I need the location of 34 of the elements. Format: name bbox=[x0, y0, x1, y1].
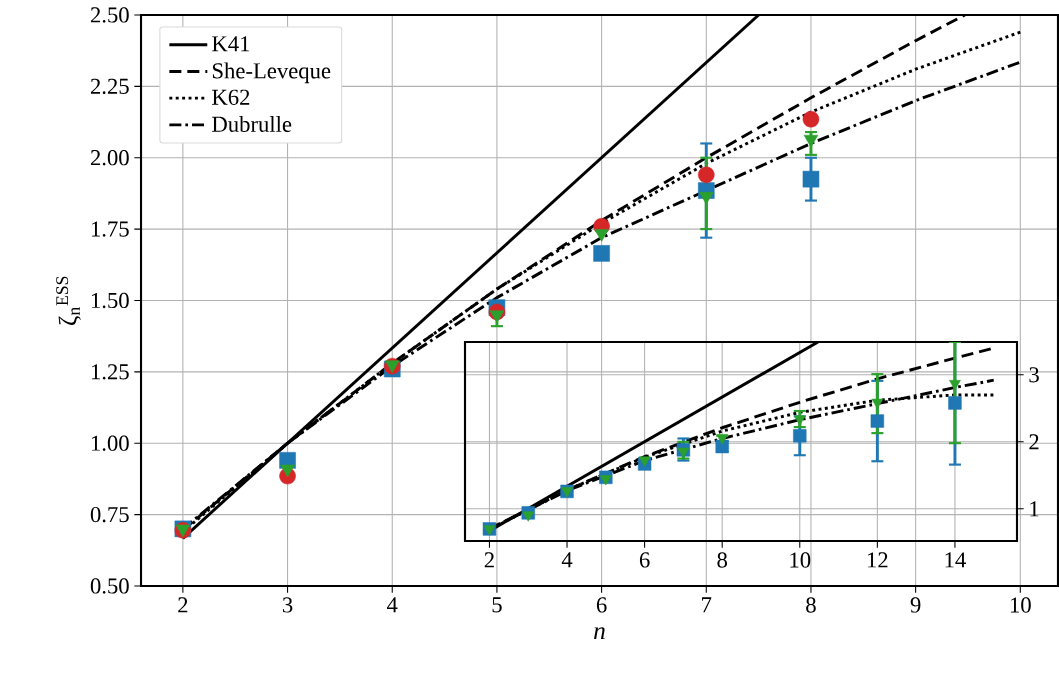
x-tick-label: 4 bbox=[561, 552, 573, 568]
legend-label: Dubrulle bbox=[212, 115, 292, 132]
x-tick-label: 12 bbox=[868, 552, 888, 568]
y-tick-label: 1 bbox=[1030, 501, 1039, 517]
legend-label: K62 bbox=[212, 89, 250, 105]
y-tick-label: 1.00 bbox=[91, 435, 129, 451]
x-tick-label: 7 bbox=[702, 597, 712, 613]
x-tick-label: 14 bbox=[945, 552, 966, 568]
y-tick-label: 3 bbox=[1029, 367, 1039, 383]
x-tick-label: 5 bbox=[492, 597, 502, 613]
y-tick-label: 2.50 bbox=[90, 7, 129, 23]
x-tick-label: 8 bbox=[806, 597, 816, 613]
x-tick-label: 9 bbox=[910, 597, 921, 613]
legend-label: K41 bbox=[212, 36, 250, 52]
y-tick-label: 2.00 bbox=[90, 150, 129, 166]
x-axis-title: n bbox=[594, 627, 605, 640]
y-tick-label: 1.50 bbox=[91, 292, 129, 309]
y-tick-label: 2.25 bbox=[90, 78, 129, 95]
y-tick-label: 1.75 bbox=[91, 221, 129, 237]
x-tick-label: 10 bbox=[790, 552, 811, 568]
x-tick-label: 6 bbox=[639, 552, 650, 568]
y-axis-title: ζ$_{n}$ESS bbox=[56, 276, 81, 325]
y-tick-label: 2 bbox=[1029, 434, 1039, 450]
x-tick-label: 6 bbox=[596, 597, 607, 613]
x-tick-label: 4 bbox=[387, 597, 398, 613]
y-tick-label: 0.75 bbox=[90, 506, 129, 523]
y-tick-label: 1.25 bbox=[91, 364, 129, 380]
y-tick-label: 0.50 bbox=[90, 578, 129, 594]
x-tick-label: 3 bbox=[282, 597, 293, 613]
x-tick-label: 2 bbox=[178, 597, 188, 613]
x-tick-label: 2 bbox=[484, 552, 494, 568]
legend-label: She-Leveque bbox=[212, 62, 331, 84]
x-tick-label: 10 bbox=[1010, 597, 1031, 613]
x-tick-label: 8 bbox=[717, 552, 727, 568]
